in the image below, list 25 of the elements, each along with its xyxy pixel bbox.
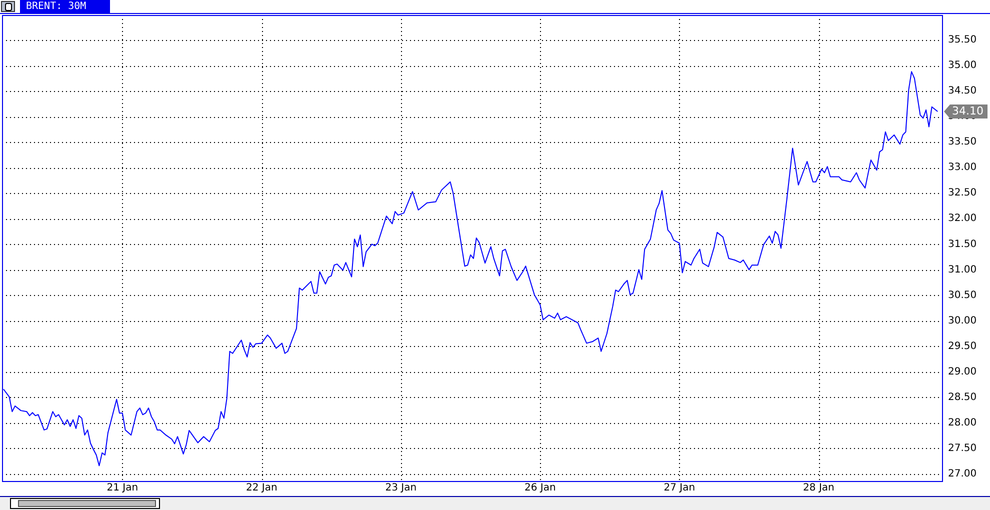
y-tick-label: 30.50: [948, 290, 977, 301]
x-tick-label: 28 Jan: [803, 482, 834, 494]
chart-title: BRENT: 30M: [20, 0, 110, 14]
y-tick-label: 28.50: [948, 392, 977, 403]
y-tick-label: 29.50: [948, 340, 977, 352]
y-tick-label: 31.00: [948, 264, 977, 276]
y-tick-label: 35.50: [948, 34, 977, 46]
x-tick-label: 26 Jan: [524, 482, 556, 494]
x-tick-label: 27 Jan: [664, 482, 696, 494]
y-tick-label: 33.00: [948, 162, 977, 174]
y-tick-label: 34.50: [948, 86, 977, 97]
y-tick-label: 35.00: [948, 60, 977, 72]
y-tick-label: 29.00: [948, 366, 977, 378]
x-tick-label: 23 Jan: [385, 482, 417, 494]
y-tick-label: 32.50: [948, 188, 977, 199]
y-tick-label: 31.50: [948, 238, 977, 250]
x-tick-label: 22 Jan: [246, 482, 278, 494]
y-tick-label: 30.00: [948, 315, 977, 326]
y-tick-label: 27.00: [948, 468, 977, 480]
y-tick-label: 32.00: [948, 213, 977, 224]
x-tick-label: 21 Jan: [106, 482, 138, 494]
y-tick-label: 33.50: [948, 136, 977, 148]
y-tick-label: 27.50: [948, 442, 977, 454]
text: 34.10: [952, 104, 984, 118]
y-tick-label: 28.00: [948, 417, 977, 428]
